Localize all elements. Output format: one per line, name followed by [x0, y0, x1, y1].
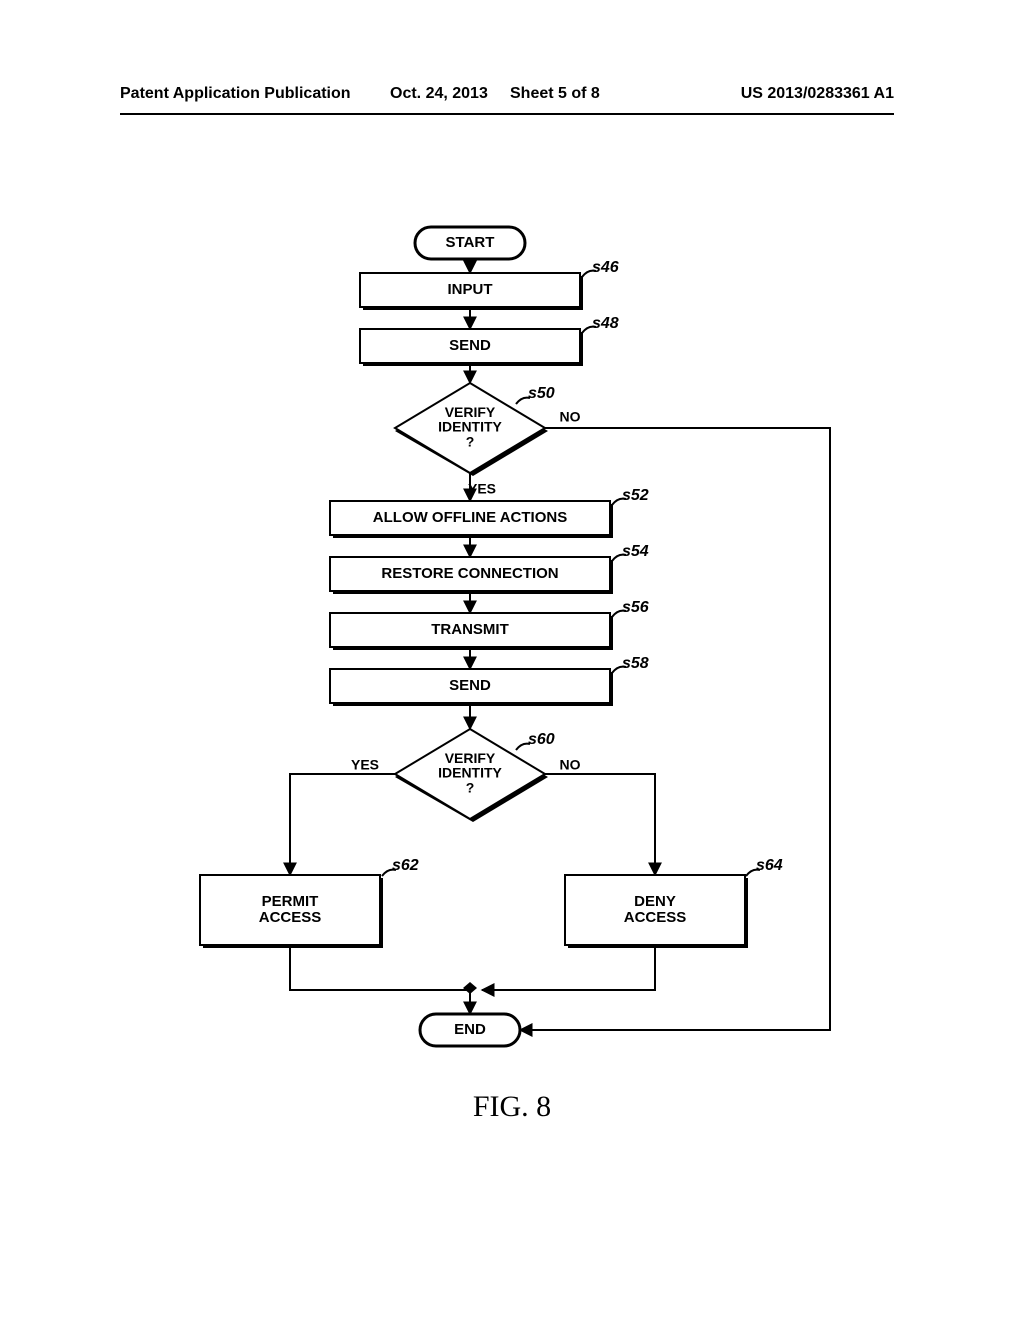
- merge-marker: [463, 982, 477, 994]
- svg-text:PERMIT: PERMIT: [262, 893, 319, 910]
- ref-s50: s50: [516, 385, 555, 404]
- svg-text:IDENTITY: IDENTITY: [438, 419, 502, 435]
- ref-s56: s56: [612, 599, 649, 617]
- node-permit: PERMITACCESS: [200, 875, 383, 948]
- svg-text:ACCESS: ACCESS: [259, 909, 322, 926]
- ref-s64: s64: [746, 857, 783, 876]
- node-allow: ALLOW OFFLINE ACTIONS: [330, 501, 613, 538]
- edge-verify2-permit: [290, 774, 395, 875]
- ref-s62: s62: [382, 857, 419, 876]
- svg-text:ALLOW OFFLINE ACTIONS: ALLOW OFFLINE ACTIONS: [373, 509, 567, 526]
- page: Patent Application Publication Oct. 24, …: [0, 0, 1024, 1320]
- node-start: START: [415, 227, 525, 259]
- svg-text:TRANSMIT: TRANSMIT: [431, 621, 509, 638]
- svg-text:s50: s50: [528, 385, 555, 402]
- svg-text:?: ?: [466, 779, 475, 795]
- svg-text:YES: YES: [351, 757, 379, 773]
- svg-text:s64: s64: [756, 857, 783, 874]
- node-transmit: TRANSMIT: [330, 613, 613, 650]
- figure-caption: FIG. 8: [0, 1090, 1024, 1124]
- node-input: INPUT: [360, 273, 583, 310]
- ref-s48: s48: [582, 315, 619, 333]
- svg-text:RESTORE CONNECTION: RESTORE CONNECTION: [381, 565, 558, 582]
- svg-text:SEND: SEND: [449, 337, 491, 354]
- svg-text:s56: s56: [622, 599, 649, 616]
- svg-text:DENY: DENY: [634, 893, 676, 910]
- svg-text:YES: YES: [468, 481, 496, 497]
- svg-text:s52: s52: [622, 487, 649, 504]
- svg-text:SEND: SEND: [449, 677, 491, 694]
- node-send1: SEND: [360, 329, 583, 366]
- svg-text:END: END: [454, 1021, 486, 1038]
- svg-text:s46: s46: [592, 259, 619, 276]
- edge-verify2-deny: [545, 774, 655, 875]
- node-send2: SEND: [330, 669, 613, 706]
- svg-text:VERIFY: VERIFY: [445, 404, 496, 420]
- node-restore: RESTORE CONNECTION: [330, 557, 613, 594]
- svg-text:VERIFY: VERIFY: [445, 750, 496, 766]
- edge-deny-end: [482, 945, 655, 990]
- svg-text:s54: s54: [622, 543, 649, 560]
- svg-text:s48: s48: [592, 315, 619, 332]
- svg-text:NO: NO: [560, 757, 581, 773]
- svg-text:s62: s62: [392, 857, 419, 874]
- ref-s52: s52: [612, 487, 649, 505]
- node-deny: DENYACCESS: [565, 875, 748, 948]
- ref-s54: s54: [612, 543, 649, 561]
- svg-text:INPUT: INPUT: [448, 281, 493, 298]
- ref-s60: s60: [516, 731, 555, 750]
- svg-text:IDENTITY: IDENTITY: [438, 765, 502, 781]
- node-end: END: [420, 1014, 520, 1046]
- ref-s58: s58: [612, 655, 649, 673]
- ref-s46: s46: [582, 259, 619, 277]
- edge-permit-end: [290, 945, 470, 1014]
- svg-text:s60: s60: [528, 731, 555, 748]
- svg-text:NO: NO: [560, 409, 581, 425]
- svg-text:s58: s58: [622, 655, 649, 672]
- svg-text:START: START: [446, 234, 495, 251]
- svg-text:?: ?: [466, 433, 475, 449]
- svg-text:ACCESS: ACCESS: [624, 909, 687, 926]
